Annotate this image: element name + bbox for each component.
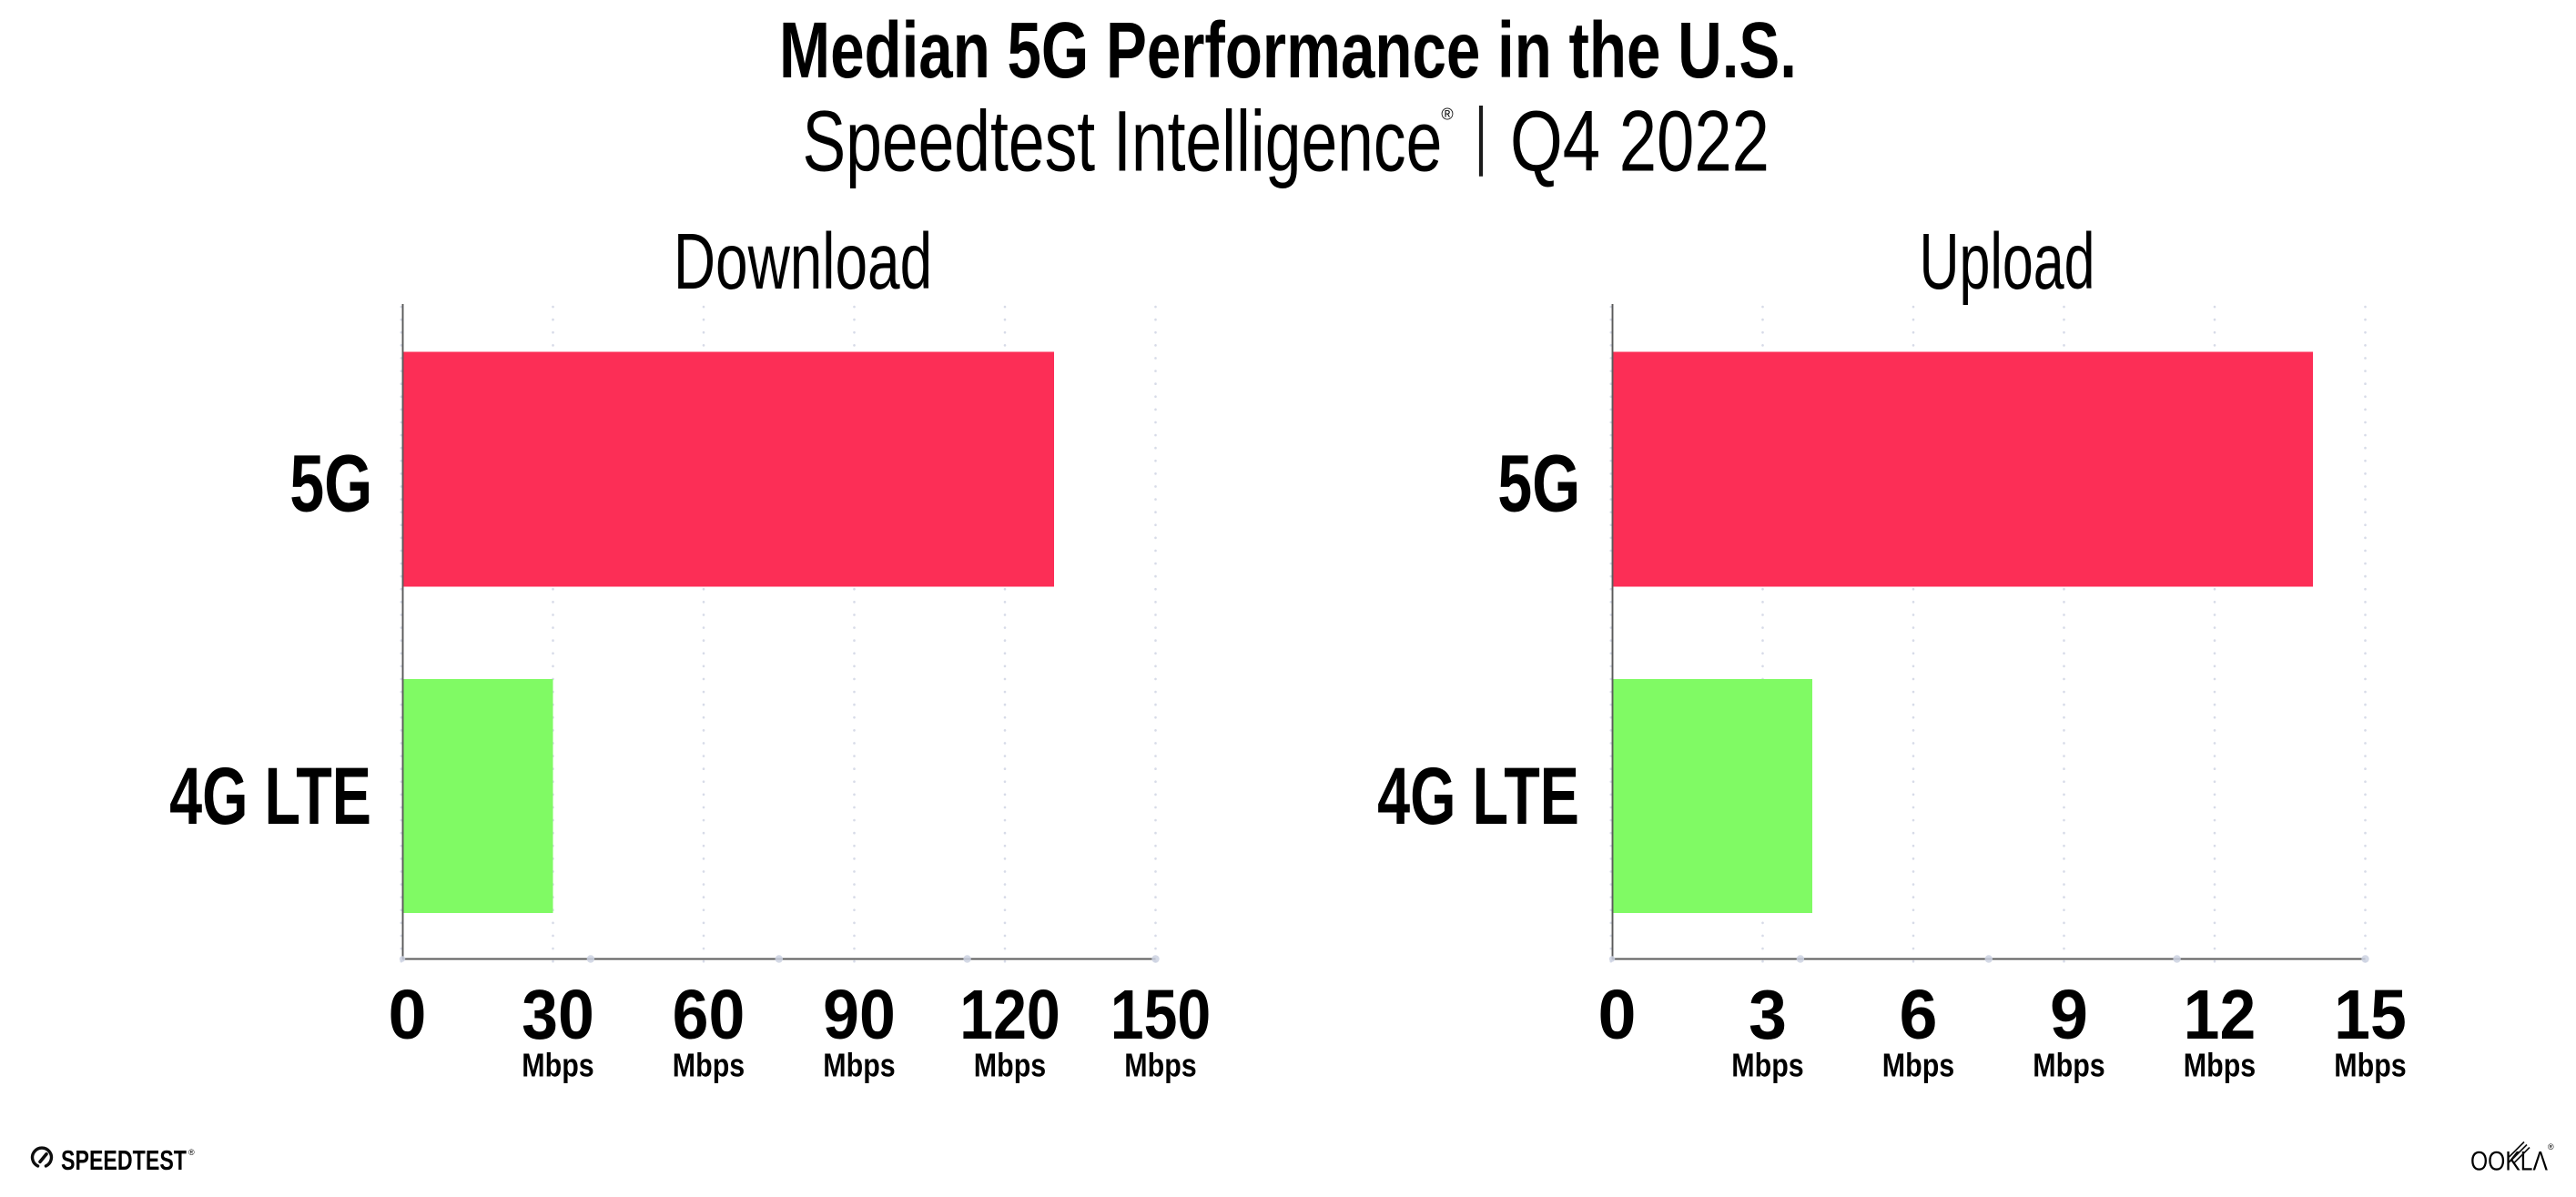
svg-text:5G: 5G [289,438,372,529]
svg-text:®: ® [2548,1142,2554,1151]
svg-text:60: 60 [673,976,745,1054]
svg-text:150: 150 [1111,976,1211,1054]
svg-text:Mbps: Mbps [974,1048,1046,1084]
svg-text:4G LTE: 4G LTE [1377,752,1579,841]
svg-text:Mbps: Mbps [673,1048,745,1084]
svg-text:3: 3 [1749,976,1787,1054]
svg-text:®: ® [1441,106,1453,124]
svg-text:Mbps: Mbps [823,1048,895,1084]
svg-text:Mbps: Mbps [2334,1048,2406,1084]
svg-text:®: ® [188,1148,195,1157]
svg-text:0: 0 [389,976,427,1054]
svg-text:SPEEDTEST: SPEEDTEST [61,1144,187,1176]
svg-text:Mbps: Mbps [1731,1048,1803,1084]
svg-text:9: 9 [2050,976,2088,1054]
svg-text:5G: 5G [1497,438,1580,529]
svg-text:15: 15 [2334,976,2407,1054]
svg-text:Speedtest Intelligence: Speedtest Intelligence [803,93,1443,189]
svg-text:Median 5G Performance in the U: Median 5G Performance in the U.S. [779,5,1797,96]
svg-text:OOKLΛ: OOKLΛ [2470,1145,2549,1176]
svg-text:Mbps: Mbps [1882,1048,1954,1084]
svg-text:0: 0 [1598,976,1637,1054]
svg-text:Mbps: Mbps [2184,1048,2256,1084]
svg-text:120: 120 [959,976,1060,1054]
svg-text:6: 6 [1900,976,1938,1054]
svg-text:90: 90 [823,976,896,1054]
svg-text:Upload: Upload [1920,217,2095,305]
svg-text:12: 12 [2184,976,2257,1054]
svg-text:30: 30 [522,976,594,1054]
svg-text:Q4 2022: Q4 2022 [1510,94,1770,190]
svg-text:Mbps: Mbps [2033,1048,2104,1084]
svg-text:4G LTE: 4G LTE [169,752,371,841]
svg-text:Mbps: Mbps [522,1048,593,1084]
svg-text:Download: Download [674,218,932,307]
svg-text:Mbps: Mbps [1124,1048,1196,1084]
